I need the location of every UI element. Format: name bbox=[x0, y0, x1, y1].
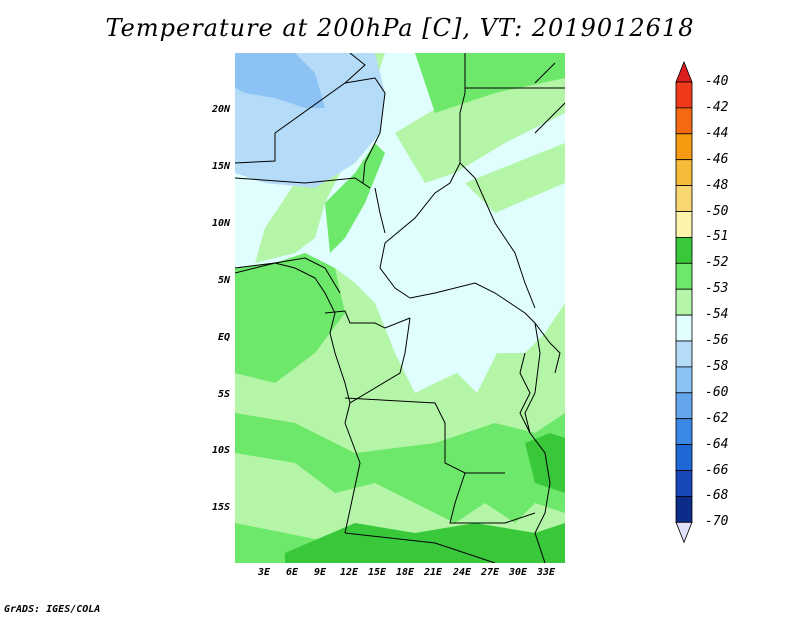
colorbar-label: -53 bbox=[705, 281, 729, 297]
colorbar-under-triangle bbox=[675, 521, 693, 544]
country-borders bbox=[235, 53, 565, 563]
colorbar-label: -51 bbox=[705, 229, 729, 245]
colorbar-label: -44 bbox=[705, 125, 729, 141]
lon-label-30e: 30E bbox=[508, 567, 528, 578]
lon-label-18e: 18E bbox=[395, 567, 415, 578]
field-blue bbox=[235, 53, 325, 108]
colorbar-label: -54 bbox=[705, 307, 729, 323]
field-green-south bbox=[235, 253, 345, 383]
colorbar bbox=[675, 60, 693, 544]
colorbar-segment bbox=[675, 159, 693, 186]
lat-label-5s: 5S bbox=[217, 389, 230, 400]
colorbar-label: -50 bbox=[705, 203, 729, 219]
colorbar-segment bbox=[675, 495, 693, 523]
lon-label-15e: 15E bbox=[367, 567, 387, 578]
colorbar-segment bbox=[675, 444, 693, 471]
colorbar-label: -66 bbox=[705, 462, 729, 478]
field-green-ne bbox=[415, 53, 565, 113]
colorbar-segment bbox=[675, 236, 693, 264]
lon-label-24e: 24E bbox=[452, 567, 472, 578]
lon-label-12e: 12E bbox=[339, 567, 359, 578]
colorbar-label: -48 bbox=[705, 177, 729, 193]
coastline-and-lakes bbox=[235, 62, 565, 434]
colorbar-segment bbox=[675, 211, 693, 238]
field-green-streak bbox=[395, 63, 565, 183]
lon-label-9e: 9E bbox=[313, 567, 327, 578]
field-green-dark-east bbox=[525, 433, 565, 493]
colorbar-segment bbox=[675, 340, 693, 368]
lon-label-33e: 33E bbox=[536, 567, 556, 578]
colorbar-segment bbox=[675, 392, 693, 420]
lat-label-15n: 15N bbox=[211, 161, 230, 172]
colorbar-segment bbox=[675, 418, 693, 446]
colorbar-segment bbox=[675, 133, 693, 161]
colorbar-segment bbox=[675, 262, 693, 290]
colorbar-label: -52 bbox=[705, 255, 729, 271]
lat-label-5n: 5N bbox=[217, 275, 230, 286]
field-green-streak-2 bbox=[465, 143, 565, 213]
lat-label-eq: EQ bbox=[217, 332, 230, 343]
lon-label-6e: 6E bbox=[285, 567, 299, 578]
colorbar-segment bbox=[675, 288, 693, 316]
colorbar-segment bbox=[675, 185, 693, 212]
colorbar-label: -62 bbox=[705, 410, 729, 426]
lat-label-10s: 10S bbox=[211, 445, 230, 456]
field-green-dark-south bbox=[285, 523, 565, 563]
lat-label-15s: 15S bbox=[211, 502, 230, 513]
lon-label-21e: 21E bbox=[423, 567, 443, 578]
grads-credit: GrADS: IGES/COLA bbox=[4, 604, 101, 615]
colorbar-label: -70 bbox=[705, 514, 729, 530]
temperature-map bbox=[235, 53, 565, 563]
colorbar-over-triangle bbox=[675, 60, 693, 83]
colorbar-label: -58 bbox=[705, 358, 729, 374]
colorbar-segment bbox=[675, 107, 693, 135]
colorbar-segment bbox=[675, 470, 693, 497]
lon-label-27e: 27E bbox=[480, 567, 500, 578]
colorbar-label: -40 bbox=[705, 74, 729, 89]
colorbar-segment bbox=[675, 81, 693, 109]
colorbar-segment bbox=[675, 366, 693, 394]
map-title: Temperature at 200hPa [C], VT: 201901261… bbox=[105, 14, 695, 42]
field-green-dark-streak bbox=[325, 143, 385, 253]
colorbar-label: -46 bbox=[705, 151, 729, 167]
colorbar-label: -56 bbox=[705, 333, 729, 348]
lat-label-20n: 20N bbox=[211, 104, 230, 115]
colorbar-segment bbox=[675, 314, 693, 342]
lon-label-3e: 3E bbox=[257, 567, 271, 578]
colorbar-label: -68 bbox=[705, 488, 729, 504]
lat-label-10n: 10N bbox=[211, 218, 230, 229]
colorbar-label: -64 bbox=[705, 436, 729, 452]
colorbar-segments bbox=[675, 60, 693, 544]
colorbar-label: -60 bbox=[705, 384, 729, 400]
colorbar-label: -42 bbox=[705, 99, 729, 115]
